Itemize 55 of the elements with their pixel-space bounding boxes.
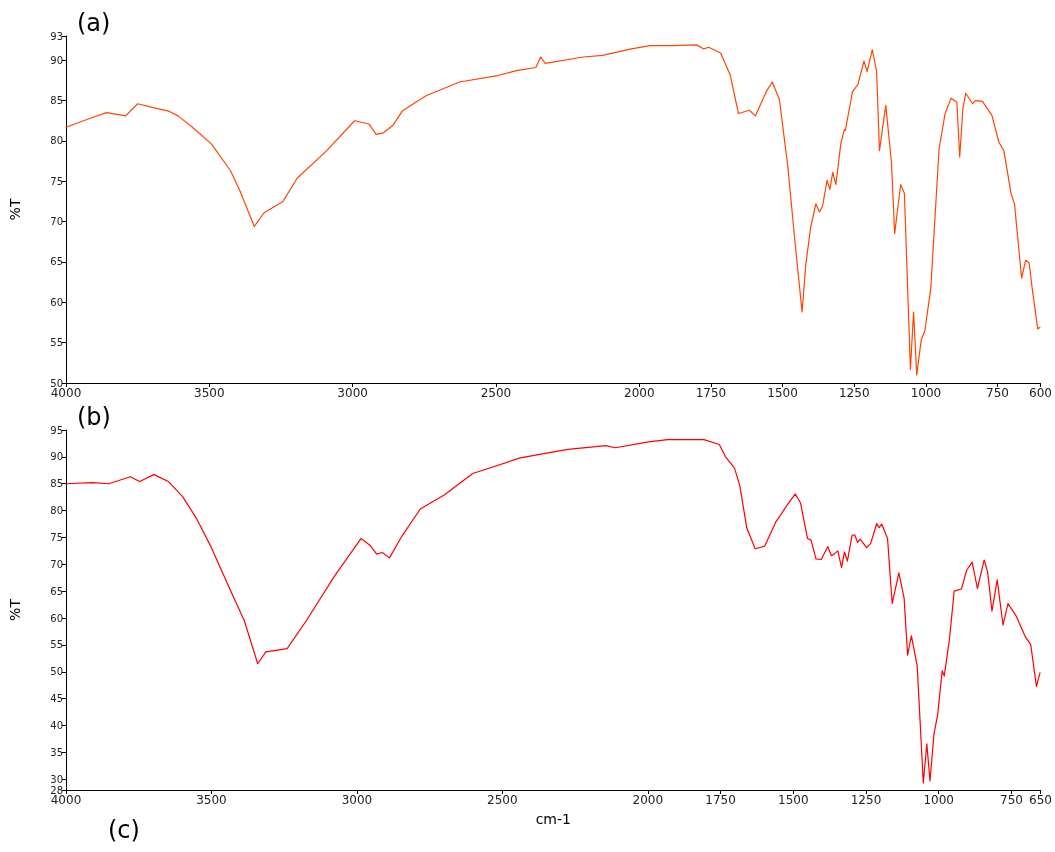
y-tick-label: 75 [50, 175, 63, 187]
chart-title: (b) [77, 403, 111, 431]
text: (c) [108, 816, 140, 844]
y-axis-title: %T [7, 598, 23, 621]
x-tick-label: 600 [1029, 386, 1052, 400]
x-tick-label: 650 [1029, 793, 1052, 807]
y-tick-label: 60 [50, 612, 63, 624]
y-tick-label: 60 [50, 296, 63, 308]
y-tick-label: 45 [50, 693, 63, 705]
x-axis-title: cm-1 [535, 811, 571, 827]
x-tick-label: 1250 [850, 793, 882, 807]
y-tick-label: 50 [50, 377, 63, 389]
y-tick-label: 40 [50, 720, 63, 732]
y-tick-label: 30 [50, 773, 63, 785]
y-tick-label: 90 [50, 54, 63, 66]
x-tick-label: 1000 [923, 793, 954, 807]
y-tick-label: 65 [50, 585, 63, 597]
y-axis-title: %T [7, 198, 23, 221]
x-tick-label: 3500 [194, 386, 225, 400]
y-tick-label: 65 [50, 256, 63, 268]
y-tick-label: 55 [50, 337, 63, 349]
y-tick-label: 95 [50, 424, 63, 436]
y-tick-label: 85 [50, 95, 63, 107]
y-tick-label: 28 [50, 784, 63, 796]
x-tick-label: 2500 [487, 793, 518, 807]
x-tick-label: 1750 [705, 793, 736, 807]
line-series [65, 439, 1041, 784]
x-tick-label: 750 [986, 386, 1010, 400]
chart-title: (a) [77, 9, 111, 37]
x-tick-label: 750 [1000, 793, 1023, 807]
x-tick-label: 1750 [695, 386, 727, 400]
y-tick-label: 55 [50, 639, 63, 651]
x-tick-label: 2500 [480, 386, 512, 400]
x-tick-label: 1500 [778, 793, 809, 807]
y-tick-label: 80 [50, 505, 63, 517]
x-tick-label: 2000 [623, 386, 655, 400]
x-tick-label: 2000 [632, 793, 664, 807]
x-tick-label: 1250 [838, 386, 870, 400]
y-tick-label: 35 [50, 746, 63, 758]
y-tick-label: 70 [50, 558, 63, 570]
y-tick-label: 85 [50, 478, 63, 490]
x-tick-label: 1500 [767, 386, 798, 400]
y-tick-label: 93 [50, 30, 63, 42]
y-tick-label: 70 [50, 216, 63, 228]
x-tick-label: 3000 [337, 386, 368, 400]
x-tick-label: 3500 [196, 793, 227, 807]
x-tick-label: 4000 [50, 386, 82, 400]
line-series [65, 44, 1041, 376]
y-tick-label: 90 [50, 451, 63, 463]
x-tick-label: 3000 [341, 793, 373, 807]
x-tick-label: 1000 [910, 386, 942, 400]
y-tick-label: 50 [50, 666, 63, 678]
y-tick-label: 80 [50, 135, 63, 147]
y-tick-label: 75 [50, 531, 63, 543]
x-tick-label: 4000 [50, 793, 82, 807]
